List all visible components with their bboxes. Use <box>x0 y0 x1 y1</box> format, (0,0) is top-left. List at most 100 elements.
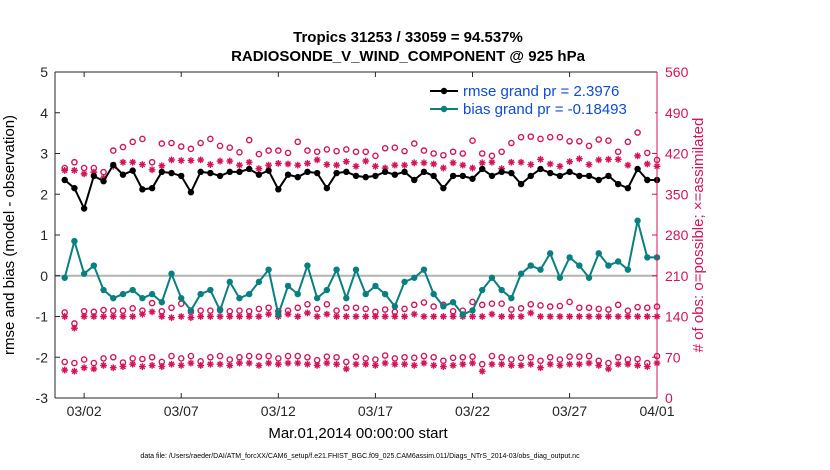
possible-obs-marker <box>643 304 651 312</box>
bias-point <box>614 258 622 265</box>
possible-obs-marker <box>333 307 340 314</box>
possible-obs-marker <box>401 305 408 313</box>
bias-point <box>139 294 146 302</box>
bias-point <box>498 286 505 294</box>
bias-point <box>80 270 88 277</box>
possible-obs-marker <box>236 353 243 361</box>
obs-series-possible_06Z <box>61 352 661 368</box>
possible-obs-marker <box>129 355 136 362</box>
assimilated-obs-marker <box>61 313 69 320</box>
assimilated-obs-marker <box>138 161 146 168</box>
rmse-point <box>265 167 272 174</box>
assimilated-obs-marker <box>255 165 263 173</box>
possible-obs-marker <box>236 149 243 156</box>
assimilated-obs-marker <box>614 360 622 368</box>
assimilated-obs-marker <box>187 157 195 164</box>
possible-obs-marker <box>449 148 457 156</box>
assimilated-obs-marker <box>469 359 476 367</box>
assimilated-obs-marker <box>546 360 554 368</box>
assimilated-obs-marker <box>488 360 496 368</box>
bias-point <box>187 307 195 314</box>
possible-obs-marker <box>119 143 127 151</box>
assimilated-obs-marker <box>595 156 603 164</box>
assimilated-obs-marker <box>294 161 302 169</box>
possible-obs-marker <box>362 305 370 313</box>
assimilated-obs-marker <box>410 310 418 318</box>
left-y-tick-label: 3 <box>40 146 48 162</box>
obs-series-assimilated_12Z <box>61 308 661 332</box>
possible-obs-marker <box>362 148 370 156</box>
possible-obs-marker <box>595 136 603 143</box>
possible-obs-marker <box>71 359 78 367</box>
assimilated-obs-marker <box>643 363 651 370</box>
bias-point <box>323 286 331 294</box>
possible-obs-marker <box>207 353 214 361</box>
assimilated-obs-marker <box>274 360 282 368</box>
possible-obs-marker <box>585 304 593 312</box>
obs-series-assimilated_06Z <box>61 359 661 375</box>
rmse-series <box>61 161 661 212</box>
bias-point <box>284 282 292 290</box>
rmse-point <box>158 168 166 176</box>
possible-obs-marker <box>294 304 302 312</box>
possible-obs-marker <box>245 136 253 144</box>
rmse-legend-marker <box>440 87 448 95</box>
possible-obs-marker <box>459 353 467 361</box>
rmse-point <box>566 168 573 176</box>
bias-point <box>119 290 127 298</box>
assimilated-obs-marker <box>439 164 447 172</box>
assimilated-obs-marker <box>401 161 408 169</box>
bias-point <box>546 250 554 257</box>
assimilated-obs-marker <box>148 362 156 369</box>
assimilated-obs-marker <box>566 158 574 166</box>
assimilated-obs-marker <box>469 313 476 320</box>
assimilated-obs-marker <box>177 313 185 320</box>
possible-obs-marker <box>352 353 360 360</box>
right-y-tick-label: 70 <box>665 349 681 365</box>
assimilated-obs-marker <box>527 360 535 368</box>
assimilated-obs-marker <box>381 164 389 172</box>
assimilated-obs-marker <box>119 363 127 370</box>
assimilated-obs-marker <box>80 364 88 372</box>
right-y-tick-label: 560 <box>665 64 689 80</box>
possible-obs-marker <box>537 135 544 143</box>
possible-obs-marker <box>129 138 136 146</box>
possible-obs-marker <box>410 354 418 362</box>
possible-obs-marker <box>381 352 389 359</box>
rmse-point <box>226 168 233 176</box>
possible-obs-marker <box>226 144 234 151</box>
rmse-point <box>313 169 321 177</box>
assimilated-obs-marker <box>488 310 496 318</box>
possible-obs-marker <box>100 306 107 314</box>
rmse-point <box>517 180 525 188</box>
x-tick-label: 03/02 <box>67 403 102 419</box>
possible-obs-marker <box>216 352 224 360</box>
assimilated-obs-marker <box>216 313 224 320</box>
possible-obs-marker <box>275 355 282 362</box>
possible-obs-marker <box>576 353 583 360</box>
x-tick-label: 03/22 <box>455 403 490 419</box>
assimilated-obs-marker <box>478 367 486 375</box>
right-y-tick-label: 210 <box>665 268 689 284</box>
possible-obs-marker <box>459 150 467 157</box>
assimilated-obs-marker <box>187 314 195 322</box>
bias-point <box>411 274 418 281</box>
assimilated-obs-marker <box>401 313 408 320</box>
x-tick-label: 03/07 <box>164 403 199 419</box>
rmse-point <box>119 171 127 178</box>
possible-obs-marker <box>352 148 360 156</box>
right-y-tick-label: 0 <box>665 390 673 406</box>
assimilated-obs-marker <box>643 160 651 168</box>
possible-obs-marker <box>517 133 525 141</box>
bias-point <box>488 274 496 281</box>
assimilated-obs-marker <box>449 159 457 167</box>
possible-obs-marker <box>517 354 525 362</box>
assimilated-obs-marker <box>401 360 408 368</box>
bias-point <box>420 266 428 273</box>
rmse-point <box>372 172 379 180</box>
assimilated-obs-marker <box>449 362 457 369</box>
possible-obs-marker <box>430 150 437 157</box>
possible-obs-marker <box>614 301 622 309</box>
assimilated-obs-marker <box>537 313 544 320</box>
possible-obs-marker <box>488 300 496 307</box>
